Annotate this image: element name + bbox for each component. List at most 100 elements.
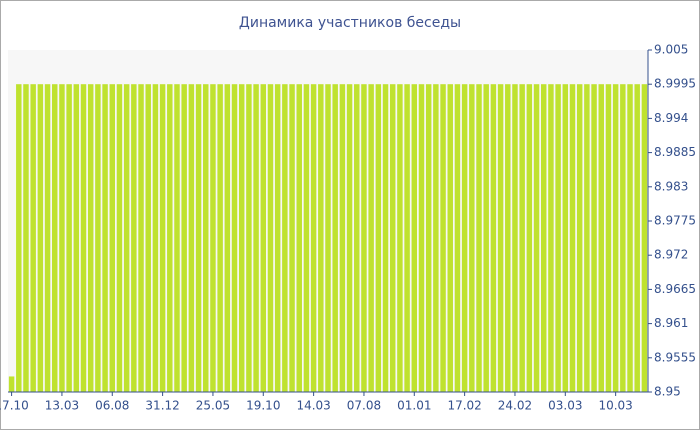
y-tick-label: 8.983 bbox=[654, 179, 688, 193]
bar bbox=[303, 84, 310, 392]
bar bbox=[217, 84, 223, 392]
bar bbox=[591, 84, 597, 392]
bar bbox=[476, 84, 482, 392]
bar bbox=[44, 84, 51, 392]
y-tick-label: 8.9995 bbox=[654, 77, 696, 91]
y-tick-label: 8.994 bbox=[654, 111, 688, 125]
bar bbox=[354, 84, 360, 392]
bar bbox=[37, 84, 44, 392]
bar bbox=[210, 84, 216, 392]
bar bbox=[332, 84, 338, 392]
bar bbox=[526, 84, 533, 392]
bar bbox=[404, 84, 410, 392]
bar bbox=[497, 84, 504, 392]
bar bbox=[375, 84, 382, 392]
bar bbox=[425, 84, 432, 392]
y-tick-label: 8.972 bbox=[654, 248, 688, 262]
y-tick-label: 8.9665 bbox=[654, 282, 696, 296]
bar bbox=[368, 84, 374, 392]
bar bbox=[440, 84, 446, 392]
bar bbox=[59, 84, 65, 392]
bar bbox=[418, 84, 425, 392]
bar bbox=[461, 84, 468, 392]
bar bbox=[540, 84, 547, 392]
bar bbox=[123, 84, 130, 392]
y-tick-label: 8.95 bbox=[654, 385, 681, 399]
bar bbox=[598, 84, 604, 392]
y-tick-label: 8.9555 bbox=[654, 350, 696, 364]
x-tick-label: 25.05 bbox=[196, 399, 230, 413]
bar bbox=[174, 84, 180, 392]
bar bbox=[16, 84, 22, 392]
bar bbox=[73, 84, 80, 392]
bar bbox=[246, 84, 252, 392]
bar bbox=[260, 84, 267, 392]
x-tick-label: 24.02 bbox=[498, 399, 532, 413]
bar bbox=[95, 84, 101, 392]
bar bbox=[102, 84, 108, 392]
bar bbox=[397, 84, 403, 392]
x-tick-label: 07.08 bbox=[347, 399, 381, 413]
bar bbox=[152, 84, 159, 392]
bar bbox=[231, 84, 238, 392]
bar bbox=[346, 84, 353, 392]
x-tick-label: 17.02 bbox=[447, 399, 481, 413]
bar bbox=[116, 84, 123, 392]
bar bbox=[548, 84, 554, 392]
bar bbox=[8, 376, 15, 392]
x-tick-label: 13.03 bbox=[45, 399, 79, 413]
bar bbox=[519, 84, 525, 392]
x-tick-label: 19.10 bbox=[246, 399, 280, 413]
bar bbox=[253, 84, 259, 392]
x-tick-label: 10.03 bbox=[598, 399, 632, 413]
bar bbox=[318, 84, 324, 392]
bar bbox=[569, 84, 576, 392]
bar bbox=[109, 84, 116, 392]
bar bbox=[505, 84, 511, 392]
bar bbox=[389, 84, 396, 392]
bar bbox=[274, 84, 281, 392]
bar bbox=[289, 84, 295, 392]
y-tick-label: 8.9885 bbox=[654, 145, 696, 159]
bar bbox=[325, 84, 331, 392]
x-tick-label: 06.08 bbox=[95, 399, 129, 413]
bar bbox=[447, 84, 453, 392]
bar bbox=[23, 84, 29, 392]
bar bbox=[627, 84, 633, 392]
bar bbox=[131, 84, 137, 392]
bar bbox=[203, 84, 209, 392]
bar bbox=[562, 84, 569, 392]
bar bbox=[167, 84, 173, 392]
bar bbox=[533, 84, 540, 392]
bar bbox=[361, 84, 367, 392]
x-tick-label: 17.10 bbox=[0, 399, 29, 413]
bar bbox=[30, 84, 36, 392]
bar bbox=[138, 84, 144, 392]
bar bbox=[188, 84, 195, 392]
y-tick-label: 8.9775 bbox=[654, 214, 696, 228]
bar bbox=[310, 84, 317, 392]
bar bbox=[145, 84, 151, 392]
bar bbox=[433, 84, 439, 392]
bar bbox=[584, 84, 590, 392]
bar bbox=[267, 84, 274, 392]
bar bbox=[282, 84, 288, 392]
bar bbox=[339, 84, 346, 392]
bar bbox=[605, 84, 612, 392]
bar bbox=[555, 84, 561, 392]
bar bbox=[224, 84, 231, 392]
y-tick-label: 9.005 bbox=[654, 43, 688, 57]
bar bbox=[634, 84, 640, 392]
bar bbox=[469, 84, 475, 392]
bar bbox=[195, 84, 202, 392]
bar bbox=[490, 84, 497, 392]
bar bbox=[382, 84, 389, 392]
bar bbox=[87, 84, 94, 392]
bar bbox=[620, 84, 626, 392]
bar bbox=[483, 84, 489, 392]
x-tick-label: 03.03 bbox=[548, 399, 582, 413]
x-tick-label: 14.03 bbox=[296, 399, 330, 413]
x-tick-label: 31.12 bbox=[145, 399, 179, 413]
chart-title: Динамика участников беседы bbox=[239, 15, 461, 31]
